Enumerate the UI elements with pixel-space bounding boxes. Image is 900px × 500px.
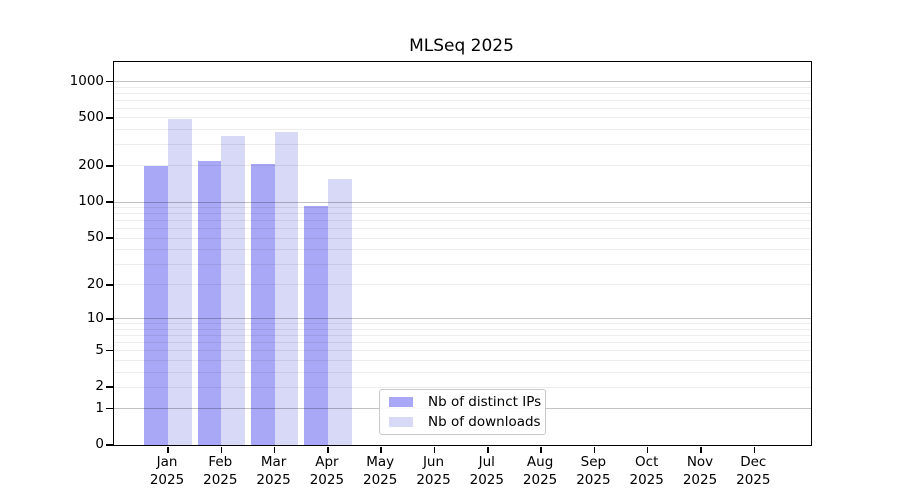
legend-item-downloads: Nb of downloads [389,414,545,431]
plot-area: Nb of distinct IPs Nb of downloads [105,61,812,453]
y-tick-label-500: 500 [78,108,104,125]
x-tick-mark-jul [487,446,489,453]
x-tick-label-apr: Apr 2025 [309,454,345,488]
x-tick-mark-nov [700,446,702,453]
gridline-major-100 [114,201,811,203]
gridline-minor-600 [114,107,811,109]
bar-downloads-apr [327,178,352,445]
x-tick-mark-mar [273,446,276,453]
x-tick-mark-aug [540,446,542,453]
gridline-minor-70 [114,220,811,222]
x-tick-label-jul: Jul 2025 [469,454,504,488]
bar-distinct-ips-mar [250,164,275,445]
y-tick-label-100: 100 [78,193,104,210]
y-tick-mark-0 [105,444,113,446]
gridline-minor-3 [114,371,811,373]
legend-label-downloads: Nb of downloads [428,414,541,430]
bar-distinct-ips-apr [304,205,328,445]
x-tick-label-dec: Dec 2025 [736,454,771,488]
gridline-minor-8 [114,328,811,330]
gridline-minor-5 [114,350,811,352]
y-tick-label-1000: 1000 [69,72,104,89]
gridline-minor-50 [114,237,811,239]
x-tick-label-feb: Feb 2025 [203,454,238,488]
y-tick-mark-20 [105,284,113,286]
x-tick-label-aug: Aug 2025 [522,454,558,488]
legend-swatch-downloads [389,417,413,427]
gridline-minor-30 [114,263,811,265]
gridline-minor-90 [114,207,811,209]
x-tick-label-jun: Jun 2025 [416,454,451,488]
y-tick-mark-5 [105,349,113,352]
gridline-minor-7 [114,335,811,337]
x-tick-mark-dec [753,446,756,453]
gridline-minor-300 [114,144,811,146]
gridline-minor-2 [114,386,811,388]
gridline-minor-80 [114,213,811,215]
gridline-minor-500 [114,117,811,119]
x-tick-label-nov: Nov 2025 [682,454,718,488]
y-tick-label-10: 10 [86,309,104,326]
gridline-minor-200 [114,165,811,167]
x-tick-mark-jan [167,446,169,453]
gridline-minor-900 [114,86,811,88]
x-tick-label-sep: Sep 2025 [576,454,611,488]
legend: Nb of distinct IPs Nb of downloads [379,389,546,435]
y-tick-mark-100 [105,201,113,203]
y-tick-mark-1 [105,407,113,410]
gridline-minor-800 [114,92,811,94]
bar-downloads-mar [274,131,299,445]
y-tick-mark-2 [105,386,113,388]
gridline-minor-400 [114,129,811,131]
y-tick-label-2: 2 [95,378,104,395]
x-tick-mark-jun [433,446,436,453]
y-tick-label-50: 50 [86,229,104,246]
chart-title: MLSeq 2025 [409,36,514,56]
x-tick-label-jan: Jan 2025 [149,454,185,488]
bar-distinct-ips-jan [144,166,168,445]
y-tick-mark-10 [105,318,113,320]
x-tick-label-mar: Mar 2025 [256,454,291,488]
bar-downloads-feb [221,135,245,445]
y-tick-mark-1000 [105,80,113,83]
gridline-minor-700 [114,99,811,101]
legend-item-distinct-ips: Nb of distinct IPs [389,394,545,411]
gridline-minor-20 [114,284,811,286]
y-tick-label-0: 0 [95,436,104,452]
gridline-minor-60 [114,228,811,230]
y-tick-label-5: 5 [95,341,104,358]
y-tick-mark-50 [105,237,113,239]
x-tick-label-may: May 2025 [363,454,398,488]
x-tick-mark-apr [327,446,329,453]
x-tick-label-oct: Oct 2025 [629,454,664,488]
x-tick-mark-feb [220,446,223,453]
gridline-minor-4 [114,359,811,361]
gridline-minor-9 [114,323,811,325]
gridline-minor-40 [114,249,811,251]
legend-swatch-distinct-ips [389,397,413,407]
x-tick-mark-oct [646,446,649,453]
y-tick-mark-500 [105,117,113,119]
gridline-minor-6 [114,342,811,344]
gridline-major-1000 [114,81,811,83]
y-tick-label-20: 20 [86,275,104,292]
x-tick-mark-sep [593,446,596,453]
bar-distinct-ips-feb [197,161,222,445]
y-tick-label-1: 1 [95,399,104,416]
y-tick-mark-200 [105,165,113,167]
bar-downloads-jan [168,119,192,445]
gridline-major-10 [114,318,811,320]
x-tick-mark-may [380,446,382,453]
legend-label-distinct-ips: Nb of distinct IPs [428,394,542,410]
y-tick-label-200: 200 [78,156,104,173]
